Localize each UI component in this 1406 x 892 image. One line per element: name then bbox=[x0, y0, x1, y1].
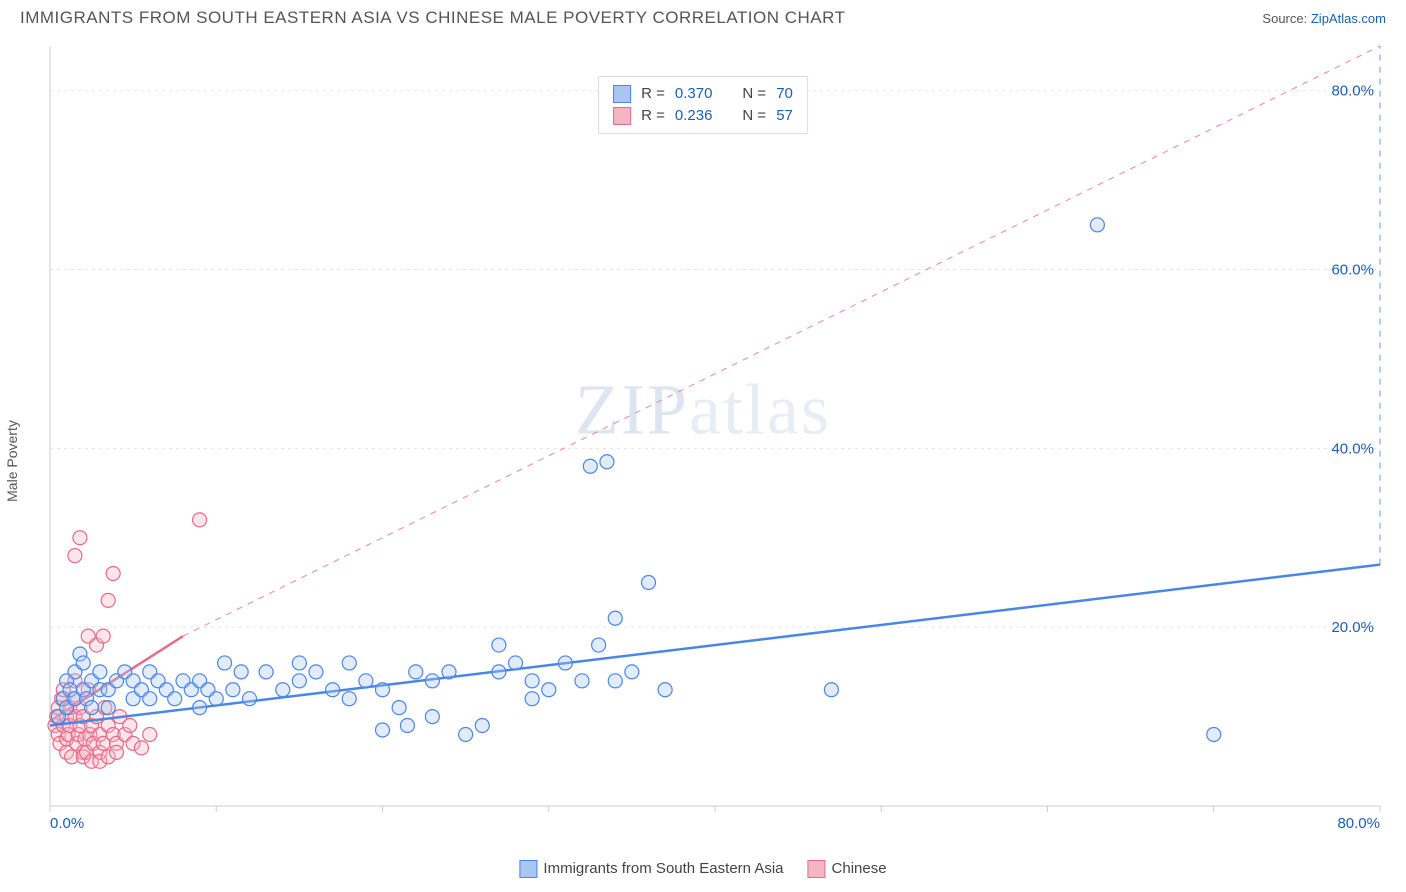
source-label: Source: bbox=[1262, 11, 1307, 26]
svg-text:40.0%: 40.0% bbox=[1331, 440, 1374, 457]
source-link[interactable]: ZipAtlas.com bbox=[1311, 11, 1386, 26]
legend-n-label-0: N = bbox=[742, 83, 766, 105]
chart-header: IMMIGRANTS FROM SOUTH EASTERN ASIA VS CH… bbox=[0, 0, 1406, 36]
chart-title: IMMIGRANTS FROM SOUTH EASTERN ASIA VS CH… bbox=[20, 8, 846, 28]
legend-swatch-0 bbox=[613, 85, 631, 103]
legend-series-label-0: Immigrants from South Eastern Asia bbox=[543, 860, 783, 877]
legend-series-item-0: Immigrants from South Eastern Asia bbox=[519, 860, 783, 878]
legend-series-item-1: Chinese bbox=[808, 860, 887, 878]
y-axis-label: Male Poverty bbox=[4, 420, 20, 502]
legend-n-label-1: N = bbox=[742, 105, 766, 127]
legend-stats-row-0: R = 0.370 N = 70 bbox=[613, 83, 793, 105]
scatter-chart-svg: 20.0% 40.0% 60.0% 80.0% 0.0% 80.0% bbox=[0, 36, 1406, 856]
legend-r-label-0: R = bbox=[641, 83, 665, 105]
legend-stats-row-1: R = 0.236 N = 57 bbox=[613, 105, 793, 127]
legend-series-label-1: Chinese bbox=[832, 860, 887, 877]
svg-text:0.0%: 0.0% bbox=[50, 815, 84, 832]
legend-series-swatch-0 bbox=[519, 860, 537, 878]
legend-n-value-1: 57 bbox=[776, 105, 793, 127]
svg-text:20.0%: 20.0% bbox=[1331, 619, 1374, 636]
legend-swatch-1 bbox=[613, 107, 631, 125]
legend-stats: R = 0.370 N = 70 R = 0.236 N = 57 bbox=[598, 76, 808, 134]
svg-text:80.0%: 80.0% bbox=[1331, 83, 1374, 100]
legend-r-value-0: 0.370 bbox=[675, 83, 713, 105]
svg-text:80.0%: 80.0% bbox=[1337, 815, 1380, 832]
chart-source: Source: ZipAtlas.com bbox=[1262, 11, 1386, 26]
legend-n-value-0: 70 bbox=[776, 83, 793, 105]
legend-r-value-1: 0.236 bbox=[675, 105, 713, 127]
legend-r-label-1: R = bbox=[641, 105, 665, 127]
legend-series: Immigrants from South Eastern Asia Chine… bbox=[519, 860, 886, 878]
svg-text:60.0%: 60.0% bbox=[1331, 262, 1374, 279]
legend-series-swatch-1 bbox=[808, 860, 826, 878]
chart-area: Male Poverty 20.0% 40.0% 60.0% 80.0% 0.0% 80.… bbox=[0, 36, 1406, 886]
